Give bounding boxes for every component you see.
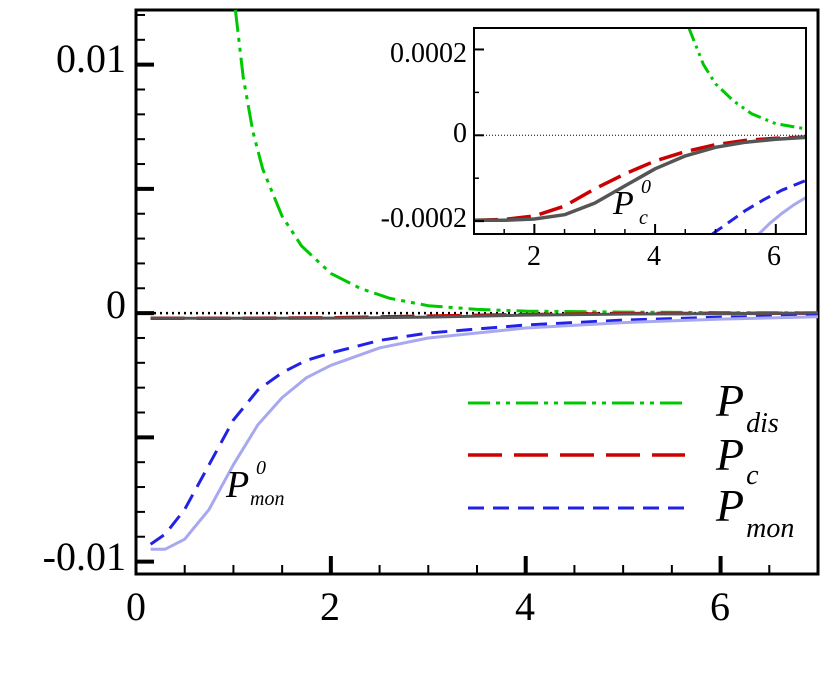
inset-series-p-mon — [711, 179, 807, 236]
inset-y-ticks — [474, 48, 484, 223]
annotation-pmon0: P 0 mon — [225, 457, 284, 510]
main-plot: 0 2 4 6 -0.01 0 0.01 Pdis Pc Pmon P 0 mo… — [43, 8, 820, 629]
legend-mon-symbol: P — [715, 480, 744, 531]
main-x-tick-label-2: 2 — [320, 584, 340, 629]
annotation-pc0-superscript: 0 — [641, 176, 651, 198]
main-y-tick-labels: -0.01 0 0.01 — [43, 36, 126, 579]
main-series-p-mon0 — [150, 315, 819, 551]
inset-series-p-c — [473, 135, 807, 223]
inset-series-p-dis — [687, 27, 807, 131]
inset-y-tick-label-zero: 0 — [453, 118, 467, 149]
inset-y-tick-labels: -0.0002 0 0.0002 — [381, 38, 467, 234]
main-y-tick-label-neg: -0.01 — [43, 534, 126, 579]
annotation-pc0: P 0 c — [612, 176, 651, 229]
inset-plot: 2 4 6 -0.0002 0 0.0002 P 0 c — [381, 27, 807, 272]
main-series — [149, 9, 819, 551]
main-y-tick-label-zero: 0 — [106, 282, 126, 327]
annotation-pmon0-subscript: mon — [250, 488, 284, 510]
inset-x-tick-label-4: 4 — [647, 241, 661, 272]
main-x-tick-label-4: 4 — [515, 584, 535, 629]
inset-series-p-mon0 — [757, 196, 807, 236]
annotation-pmon0-superscript: 0 — [256, 457, 266, 479]
legend-mon-subscript: mon — [746, 513, 794, 544]
annotation-pc0-symbol: P — [612, 185, 634, 222]
inset-series-p-c0 — [474, 135, 807, 223]
main-series-p-dis — [233, 9, 819, 315]
main-x-ticks — [183, 556, 819, 574]
legend-label-mon: Pmon — [715, 480, 794, 544]
main-y-tick-label-pos: 0.01 — [56, 36, 126, 81]
legend: Pdis Pc Pmon — [468, 375, 794, 544]
legend-label-c: Pc — [715, 429, 759, 491]
inset-x-ticks — [503, 224, 807, 234]
legend-c-subscript: c — [746, 460, 759, 491]
inset-background — [474, 28, 806, 234]
inset-y-tick-label-neg: -0.0002 — [381, 203, 467, 234]
annotation-pc0-subscript: c — [639, 207, 648, 229]
main-x-tick-label-0: 0 — [126, 584, 146, 629]
legend-c-symbol: P — [715, 429, 744, 480]
main-series-p-mon — [149, 314, 819, 546]
inset-frame — [473, 27, 807, 235]
inset-x-tick-label-6: 6 — [767, 241, 781, 272]
inset-x-tick-labels: 2 4 6 — [527, 241, 781, 272]
main-y-ticks — [136, 13, 154, 564]
inset-series — [473, 27, 807, 236]
inset-y-tick-label-pos: 0.0002 — [390, 38, 467, 69]
main-x-tick-label-6: 6 — [710, 584, 730, 629]
legend-dis-subscript: dis — [746, 408, 779, 439]
legend-dis-symbol: P — [715, 375, 744, 426]
legend-label-dis: Pdis — [715, 375, 779, 439]
inset-x-tick-label-2: 2 — [527, 241, 541, 272]
main-series-p-c0 — [150, 311, 819, 320]
annotation-pmon0-symbol: P — [225, 464, 249, 506]
main-x-tick-labels: 0 2 4 6 — [126, 584, 730, 629]
